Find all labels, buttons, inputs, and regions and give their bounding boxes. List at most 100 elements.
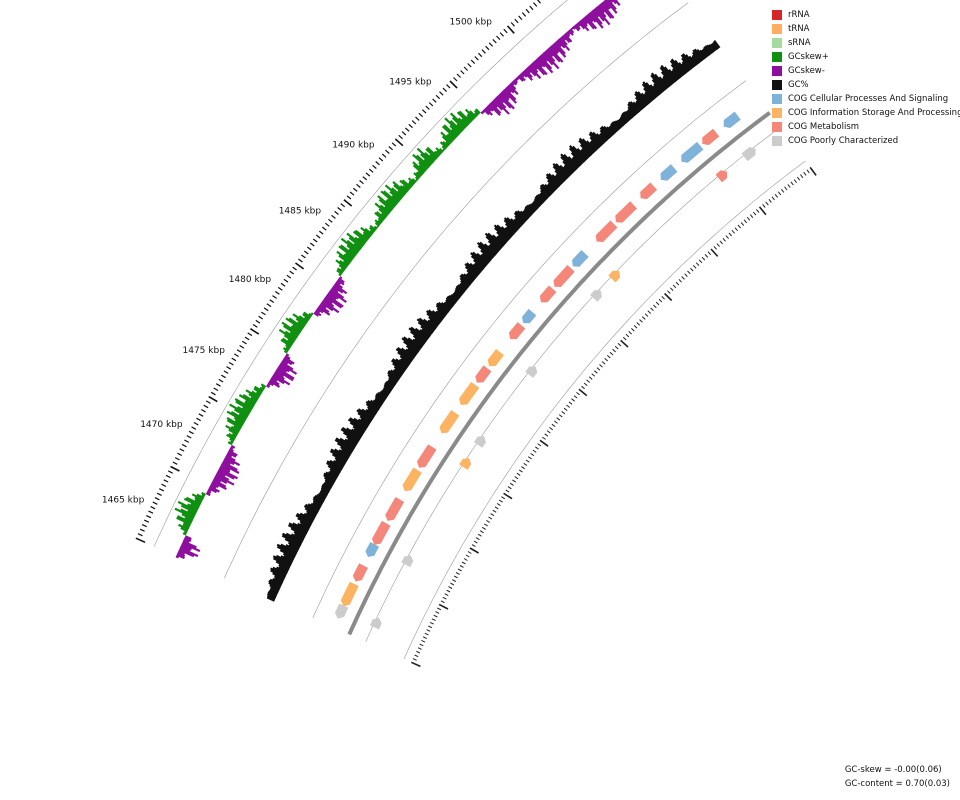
gc-skew-bar [529,63,539,74]
gc-skew-bar [227,441,233,446]
gc-skew-bar [593,8,605,22]
gc-content-bar [326,460,343,471]
gc-content-bar [703,46,711,56]
gc-skew-bar [566,30,571,36]
gc-content-bar [534,196,544,205]
gc-content-bar [353,417,369,429]
gc-content-bar [367,399,381,410]
inner-tick [784,186,788,191]
scale-tick [150,506,156,510]
legend-item-gcskew-negative: GCskew- [772,64,958,78]
gc-skew-bar [426,146,439,159]
gc-skew-bar [228,432,237,439]
gc-content-bar [681,63,690,73]
scale-tick [191,426,197,430]
gc-skew-bar [325,295,343,309]
gc-content-bar [464,263,480,277]
gc-content-bar [327,471,339,479]
gc-content-bar [360,417,371,426]
gc-content-bar [353,428,364,436]
gc-content-bar [634,101,643,111]
gc-content-bar [276,566,288,574]
gc-content-bar [299,522,311,530]
inner-tick [687,270,691,275]
inner-tick [507,486,512,490]
gc-content-bar [274,577,284,583]
gc-skew-bar [230,410,247,422]
scale-tick [203,404,209,409]
gc-skew-bar [573,24,580,32]
gc-content-bar [367,408,377,416]
inner-tick [617,342,622,347]
gc-skew-bar [229,403,250,417]
inner-tick [475,537,480,541]
scale-tick [365,172,371,177]
gc-skew-bar [554,41,566,55]
gc-content-bar [707,44,715,53]
inner-tick [523,462,528,466]
inner-tick [774,193,778,198]
gc-skew-bar [184,516,193,523]
gc-skew-bar [178,523,189,531]
inner-tick [422,636,427,639]
scale-tick [274,291,280,295]
scale-label: 1490 kbp [332,140,375,150]
inner-tick [498,499,503,503]
scale-tick [521,12,527,17]
gc-content-bar [514,215,525,225]
gc-skew-bar [282,324,300,337]
gc-content-bar [539,191,548,200]
gc-content-bar [357,418,370,427]
scale-tick [184,439,190,443]
gc-content-bar [704,45,713,55]
scale-tick [375,161,380,166]
inner-tick [725,235,729,239]
scale-tick [258,315,264,320]
gc-skew-bar [251,390,261,398]
inner-tick [571,398,575,402]
gc-content-bar [357,412,372,423]
gc-skew-bar [498,93,515,110]
inner-tick [463,558,468,561]
inner-tick [453,575,458,579]
gc-skew-bar [420,153,433,166]
gc-skew-bar [270,376,278,382]
gc-skew-bar [230,425,240,433]
scale-label: 1500 kbp [450,18,493,28]
gc-content-bar [384,382,394,390]
inner-tick [672,284,677,289]
gc-content-bar [269,578,283,587]
gc-content-bar [682,53,695,69]
gene-arrow [741,147,756,162]
gc-content-bar [497,234,508,244]
gc-skew-bar [336,279,345,286]
gc-skew-bar [521,71,528,78]
gc-skew-bar [229,437,235,443]
gc-content-bar [312,498,324,506]
scale-tick [432,98,437,103]
gc-skew-bar [369,224,377,232]
scale-tick [196,417,201,422]
gc-content-bar [617,118,625,127]
gc-content-bar [614,120,623,129]
gc-content-bar [514,210,527,223]
gc-content-bar [422,318,437,330]
gc-content-bar [427,309,443,322]
gc-content-bar [383,385,392,393]
legend-swatch [772,66,782,76]
gene-arrow [702,128,720,146]
gc-skew-bar [606,0,617,10]
gc-skew-bar [209,483,217,489]
gc-skew-bar [335,280,342,286]
gc-skew-bar [336,250,352,264]
gc-content-bar [352,425,365,435]
gc-content-bar [416,318,435,333]
gc-content-bar [290,527,307,537]
gc-content-bar [436,307,447,317]
gc-content-bar [347,438,358,446]
gc-skew-bar [183,530,188,534]
gc-skew-bar [180,527,189,533]
gc-content-bar [400,357,411,366]
gc-content-bar [374,394,386,403]
scale-tick [463,66,469,71]
